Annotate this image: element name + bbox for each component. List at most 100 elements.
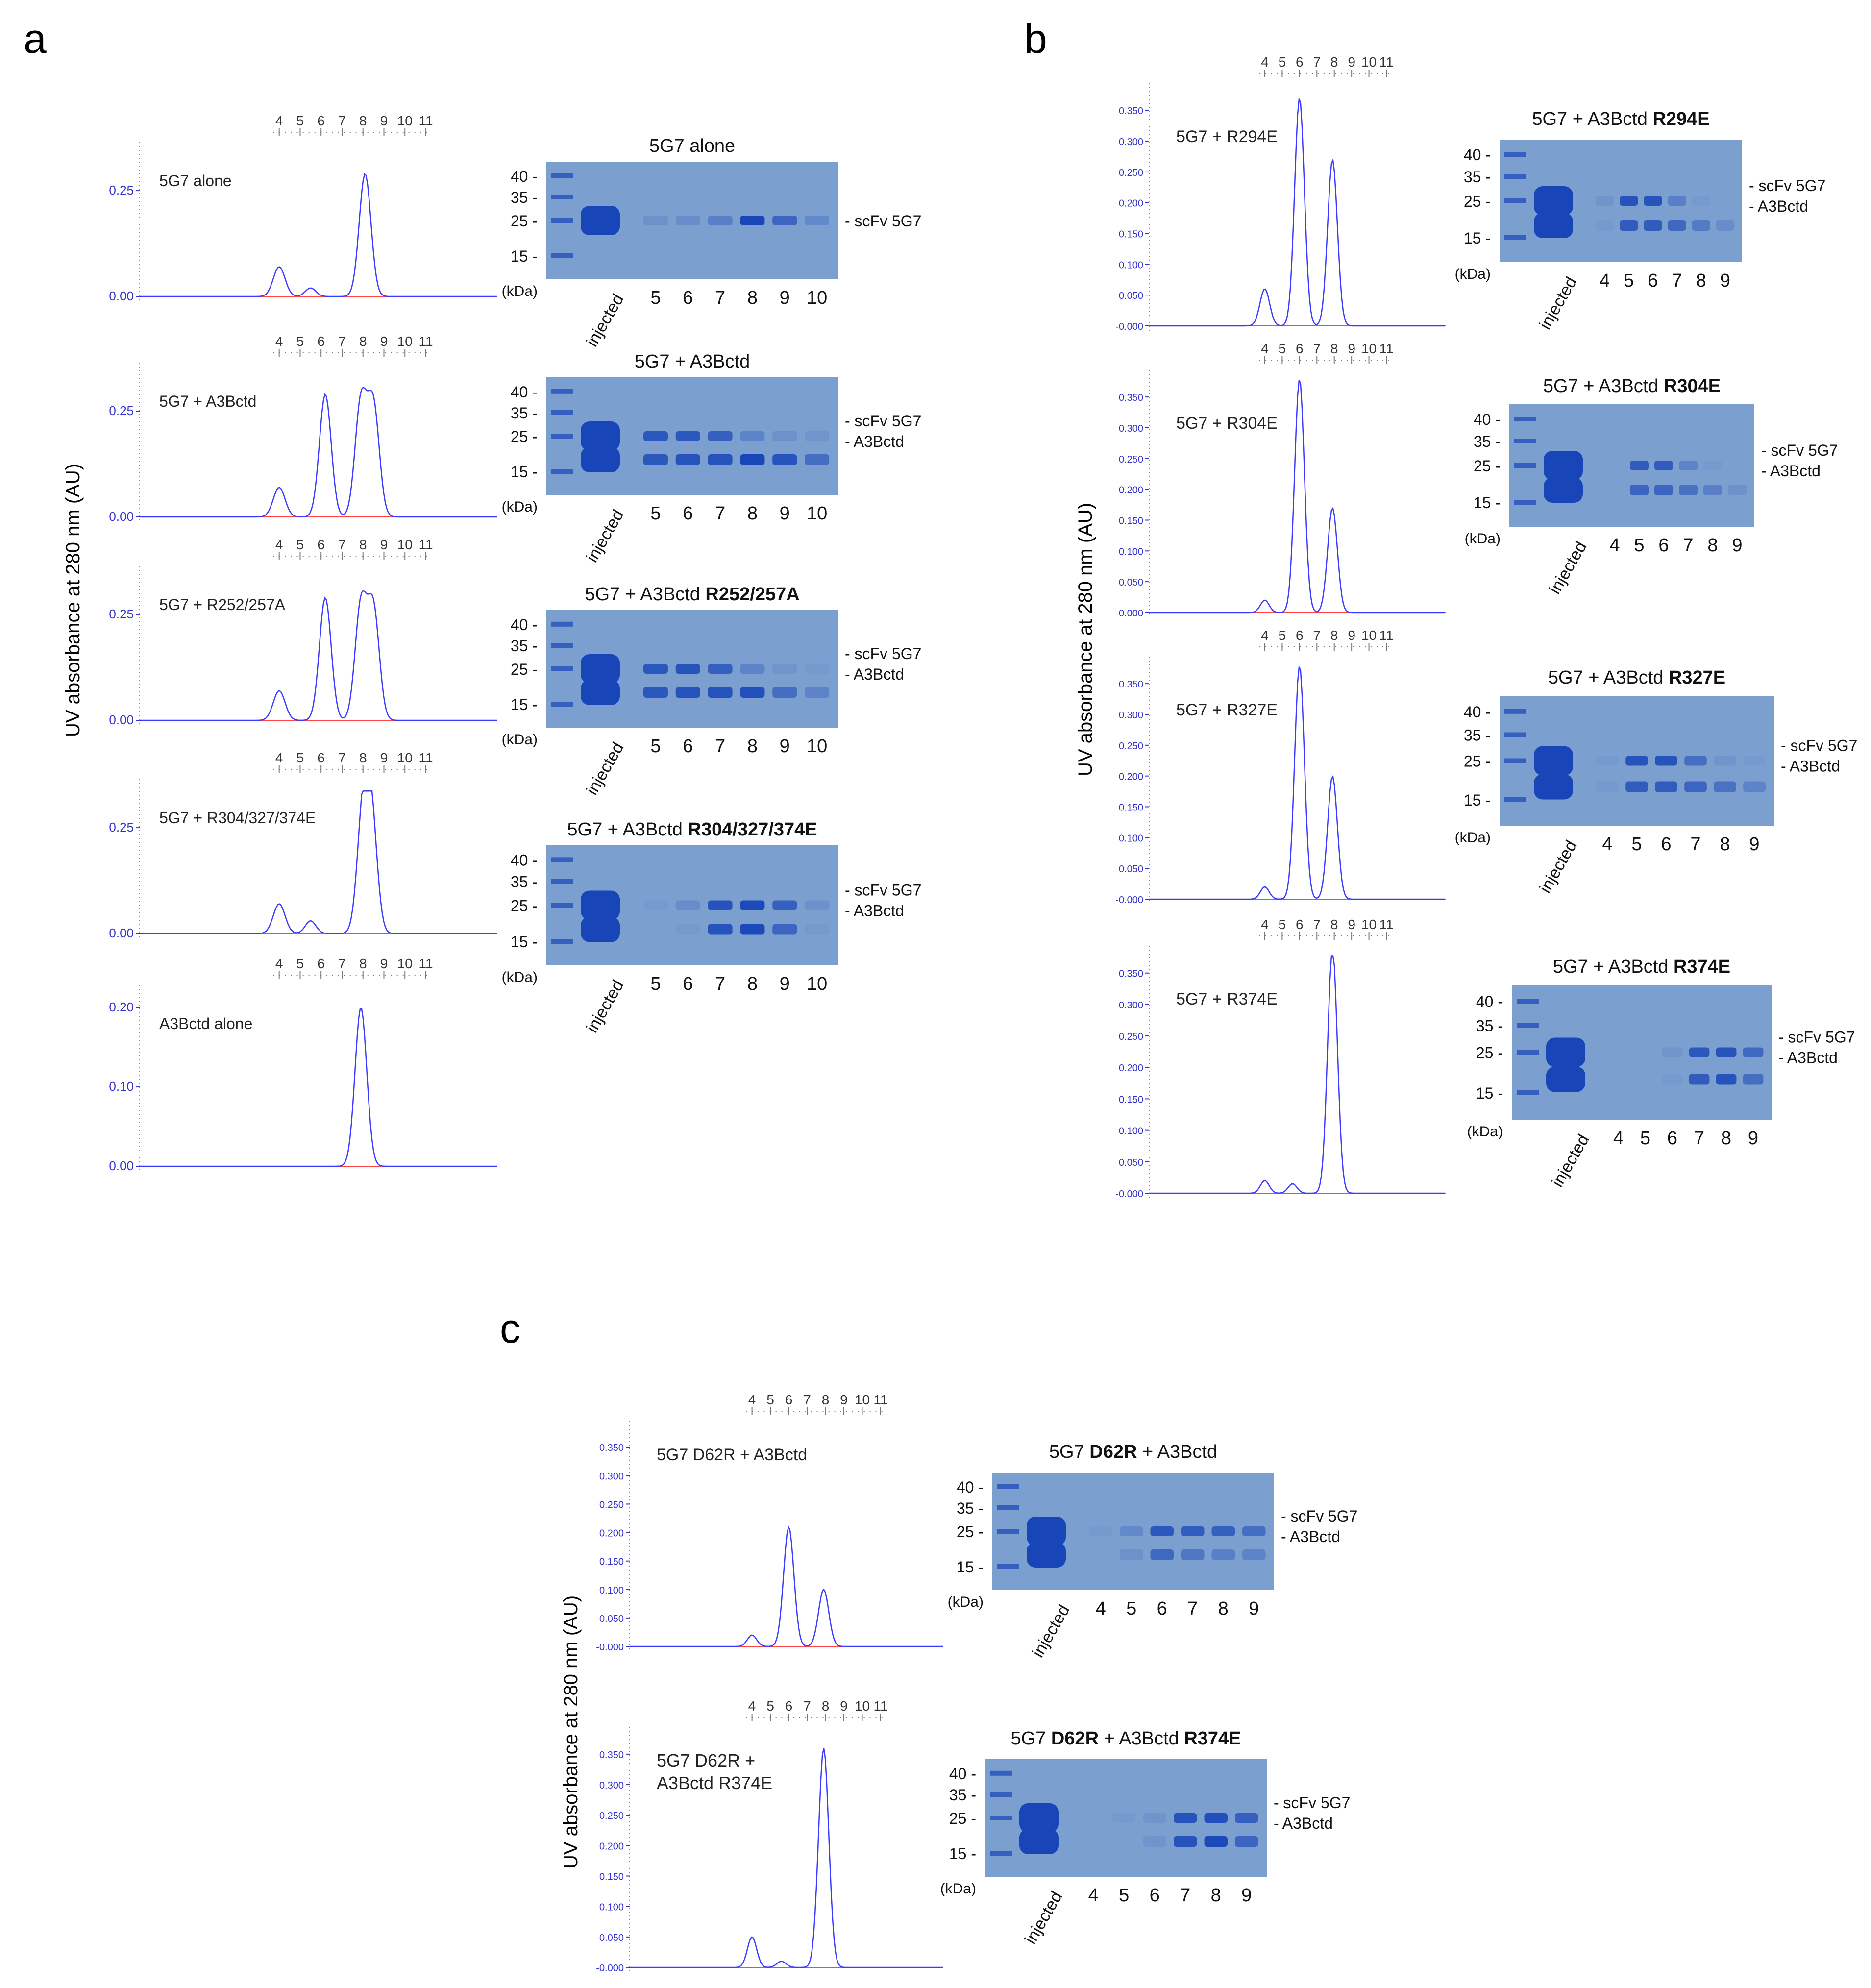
band-label-scfv: - scFv 5G7 — [845, 882, 921, 899]
marker-label: 15 - — [511, 696, 538, 713]
band-a3 — [1743, 1074, 1764, 1085]
fraction-tick-label: 11 — [419, 113, 433, 128]
lane-label: 5 — [1640, 1128, 1650, 1149]
band-a3 — [805, 454, 830, 465]
fraction-tick-label: 5 — [766, 1392, 774, 1407]
band-scfv — [805, 900, 830, 910]
band-label-scfv: - scFv 5G7 — [1778, 1029, 1855, 1046]
y-tick-label: 0.150 — [1119, 1094, 1143, 1105]
band-scfv — [675, 900, 700, 910]
y-tick-label: 0.200 — [1119, 1063, 1143, 1074]
lane-label: 9 — [1748, 1128, 1758, 1149]
y-tick-label: 0.350 — [1119, 106, 1143, 117]
chart-title: 5G7 D62R + A3Bctd — [657, 1446, 807, 1464]
band-a3 — [1595, 220, 1614, 231]
marker-label: 15 - — [1464, 791, 1491, 809]
marker-label: 15 - — [511, 463, 538, 481]
marker-label: 25 - — [511, 428, 538, 445]
ladder-band — [551, 469, 573, 474]
band-scfv — [740, 216, 765, 225]
band-a3 — [772, 454, 797, 465]
marker-label: 25 - — [511, 661, 538, 678]
fraction-tick-label: 11 — [1379, 628, 1393, 643]
y-tick-label: 0.00 — [109, 926, 134, 940]
fraction-tick-label: 6 — [1296, 54, 1304, 70]
ladder-band — [1514, 463, 1536, 468]
lane-label: 5 — [650, 736, 661, 757]
ladder-band — [1504, 235, 1526, 240]
band-a3 — [1120, 1549, 1143, 1560]
marker-label: 40 - — [949, 1765, 976, 1783]
fraction-tick-label: 8 — [822, 1698, 830, 1714]
fraction-tick-label: 7 — [338, 334, 346, 349]
band-scfv — [1242, 1526, 1266, 1536]
ladder-band — [551, 253, 573, 258]
fraction-tick-label: 8 — [1330, 917, 1338, 932]
ladder-band — [1514, 500, 1536, 505]
lane-label: 9 — [1241, 1885, 1252, 1906]
band-scfv — [772, 900, 797, 910]
fraction-tick-label: 4 — [1261, 917, 1269, 932]
lane-label: 6 — [1667, 1128, 1677, 1149]
marker-label: 40 - — [1474, 411, 1501, 428]
injected-band-scfv — [1546, 1037, 1585, 1067]
y-tick-label: 0.100 — [1119, 1126, 1143, 1137]
ladder-band — [1504, 732, 1526, 737]
band-scfv — [708, 900, 733, 910]
band-a3 — [643, 687, 668, 698]
fraction-tick-label: 9 — [1348, 628, 1355, 643]
marker-unit: (kDa) — [1455, 266, 1491, 282]
fraction-tick-label: 4 — [748, 1392, 756, 1407]
lane-label: 8 — [1211, 1885, 1221, 1906]
y-tick-label: 0.050 — [1119, 1157, 1143, 1168]
lane-label: 6 — [1648, 270, 1658, 291]
lane-label: 8 — [1218, 1598, 1229, 1619]
fraction-tick-label: 4 — [275, 750, 283, 765]
marker-label: 15 - — [1464, 229, 1491, 247]
fraction-tick-label: 9 — [1348, 917, 1355, 932]
lane-label: 8 — [1707, 535, 1718, 556]
band-label-scfv: - scFv 5G7 — [845, 645, 921, 663]
y-tick-label: 0.100 — [1119, 833, 1143, 844]
gel-title-mutation: R327E — [1669, 667, 1725, 688]
y-tick-label: 0.150 — [1119, 802, 1143, 813]
marker-label: 40 - — [511, 851, 538, 869]
panel-label-c: c — [500, 1305, 520, 1351]
uv-trace — [1149, 955, 1445, 1194]
band-scfv — [708, 431, 733, 441]
lane-label: 5 — [1126, 1598, 1136, 1619]
y-tick-label: 0.050 — [1119, 577, 1143, 588]
ladder-band — [1504, 198, 1526, 203]
band-a3 — [1728, 485, 1747, 495]
lane-label: 6 — [683, 974, 693, 994]
lane-label: 4 — [1602, 834, 1612, 855]
band-a3 — [1235, 1836, 1258, 1847]
marker-label: 25 - — [957, 1523, 984, 1541]
fraction-tick-label: 6 — [1296, 628, 1304, 643]
gel-title-text: 5G7 — [1049, 1442, 1089, 1462]
marker-label: 25 - — [511, 212, 538, 230]
band-a3 — [1211, 1549, 1235, 1560]
band-scfv — [1655, 756, 1677, 766]
y-tick-label: -0.000 — [596, 1642, 624, 1653]
chromatogram-1: 4 5 6 7 8 9 10 11 0.25 0.00 5G7 alone — [109, 113, 497, 303]
fraction-tick-label: 9 — [380, 113, 388, 128]
lane-label: 9 — [780, 974, 790, 994]
y-tick-label: 0.00 — [109, 1158, 134, 1173]
fraction-tick-label: 6 — [317, 750, 325, 765]
y-tick-label: 0.250 — [1119, 1031, 1143, 1042]
ladder-band — [551, 173, 573, 178]
band-a3 — [1689, 1074, 1710, 1085]
gel-title-text: 5G7 + A3Bctd — [1532, 109, 1652, 129]
fraction-tick-label: 4 — [275, 334, 283, 349]
fraction-tick-label: 6 — [1296, 341, 1304, 356]
lane-label: 4 — [1609, 535, 1620, 556]
gel-title-text: 5G7 + A3Bctd — [1553, 957, 1674, 977]
y-tick-label: -0.000 — [1115, 895, 1143, 906]
chart-title: 5G7 + R374E — [1176, 990, 1278, 1008]
fraction-tick-label: 9 — [380, 956, 388, 971]
fraction-tick-label: 10 — [397, 113, 413, 128]
fraction-tick-label: 8 — [359, 113, 367, 128]
chart-title: 5G7 alone — [159, 172, 232, 190]
